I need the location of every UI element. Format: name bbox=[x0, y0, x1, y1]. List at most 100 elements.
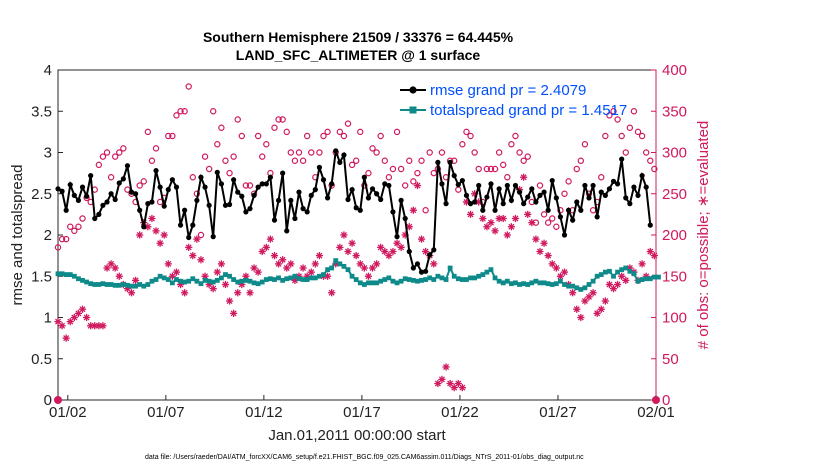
totalspread-point bbox=[125, 282, 130, 288]
footnote: data file: /Users/raeder/DAI/ATM_forcXX/… bbox=[145, 454, 584, 461]
rmse-point bbox=[149, 199, 155, 205]
evaluated-obs-point bbox=[499, 214, 507, 223]
totalspread-point bbox=[227, 273, 232, 279]
totalspread-point bbox=[59, 271, 65, 277]
possible-obs-point bbox=[581, 141, 589, 148]
possible-obs-point bbox=[222, 157, 229, 164]
totalspread-point bbox=[268, 276, 273, 282]
rmse-point bbox=[525, 194, 531, 200]
totalspread-point bbox=[545, 281, 551, 287]
rmse-point bbox=[194, 197, 200, 203]
rmse-point bbox=[521, 201, 527, 207]
rmse-point bbox=[504, 182, 510, 189]
y-tick-label-right: 400 bbox=[662, 62, 687, 79]
totalspread-point bbox=[406, 277, 412, 282]
x-tick-label: 01/02 bbox=[49, 404, 87, 421]
totalspread-point bbox=[112, 282, 118, 288]
chart-subtitle: LAND_SFC_ALTIMETER @ 1 surface bbox=[236, 47, 481, 63]
rmse-point bbox=[488, 181, 494, 187]
totalspread-point bbox=[566, 283, 571, 289]
evaluated-obs-point bbox=[197, 256, 205, 264]
rmse-point bbox=[75, 197, 82, 203]
totalspread-point bbox=[161, 275, 167, 281]
totalspread-point bbox=[623, 265, 629, 271]
totalspread-point bbox=[619, 267, 625, 273]
totalspread-point bbox=[325, 267, 330, 273]
possible-obs-point bbox=[365, 169, 372, 177]
totalspread-point bbox=[476, 273, 482, 279]
y-tick-label-left: 2.5 bbox=[31, 186, 52, 203]
totalspread-point bbox=[553, 281, 559, 287]
totalspread-point bbox=[186, 278, 192, 284]
evaluated-obs-point bbox=[360, 264, 368, 272]
totalspread-point bbox=[443, 277, 449, 282]
totalspread-point bbox=[214, 277, 220, 283]
plot-frame bbox=[57, 69, 657, 401]
rmse-point bbox=[463, 192, 470, 198]
rmse-point bbox=[374, 191, 380, 197]
totalspread-point bbox=[602, 269, 608, 275]
possible-obs-point bbox=[630, 108, 638, 115]
totalspread-point bbox=[218, 275, 224, 281]
totalspread-point bbox=[643, 276, 649, 282]
y-tick-label-left: 3.5 bbox=[31, 103, 52, 120]
possible-obs-point bbox=[348, 161, 356, 169]
evaluated-obs-point bbox=[225, 297, 234, 305]
evaluated-obs-point bbox=[397, 243, 405, 251]
possible-obs-point bbox=[295, 149, 303, 156]
evaluated-obs-point bbox=[78, 305, 87, 313]
possible-obs-point bbox=[201, 153, 209, 160]
evaluated-obs-point bbox=[127, 289, 136, 297]
totalspread-point bbox=[374, 280, 380, 286]
possible-obs-point bbox=[152, 145, 160, 152]
evaluated-obs-point bbox=[573, 305, 581, 313]
totalspread-point bbox=[304, 277, 310, 282]
evaluated-obs-point bbox=[311, 260, 319, 268]
possible-obs-point bbox=[606, 112, 613, 119]
possible-obs-point bbox=[393, 128, 401, 136]
rmse-point bbox=[218, 181, 224, 187]
possible-obs-point bbox=[610, 108, 617, 115]
rmse-point bbox=[402, 215, 408, 222]
rmse-point bbox=[304, 209, 310, 215]
legend: rmse grand pr = 2.4079 totalspread grand… bbox=[400, 82, 627, 119]
rmse-point bbox=[337, 159, 343, 165]
evaluated-obs-point bbox=[111, 264, 119, 272]
possible-obs-point bbox=[291, 157, 299, 164]
evaluated-obs-point bbox=[217, 260, 225, 268]
totalspread-point bbox=[590, 278, 596, 284]
rmse-point bbox=[141, 224, 147, 230]
possible-obs-point bbox=[181, 108, 188, 115]
rmse-point bbox=[267, 174, 274, 180]
rmse-point bbox=[361, 174, 367, 180]
rmse-point bbox=[341, 152, 347, 158]
totalspread-point bbox=[317, 273, 322, 279]
totalspread-point bbox=[116, 282, 122, 288]
rmse-point bbox=[484, 194, 490, 200]
totalspread-point bbox=[345, 267, 351, 273]
possible-obs-point bbox=[173, 112, 180, 119]
chart-title: Southern Hemisphere 21509 / 33376 = 64.4… bbox=[203, 29, 514, 45]
rmse-point bbox=[619, 156, 625, 162]
possible-obs-point bbox=[389, 165, 397, 173]
y-tick-label-left: 2 bbox=[44, 227, 52, 244]
rmse-point bbox=[177, 222, 184, 228]
rmse-point bbox=[537, 192, 543, 198]
possible-obs-point bbox=[377, 132, 384, 140]
evaluated-obs-point bbox=[62, 334, 70, 342]
totalspread-point bbox=[349, 273, 355, 279]
evaluated-obs-point bbox=[336, 243, 344, 251]
possible-obs-point bbox=[357, 128, 364, 136]
totalspread-point bbox=[284, 276, 290, 282]
possible-obs-point bbox=[426, 149, 433, 156]
totalspread-point bbox=[88, 281, 94, 287]
evaluated-obs-point bbox=[417, 235, 426, 243]
evaluated-obs-point bbox=[569, 289, 577, 297]
evaluated-obs-point bbox=[307, 268, 315, 276]
evaluated-obs-point bbox=[638, 260, 646, 268]
rmse-point bbox=[467, 201, 474, 207]
totalspread-point bbox=[484, 269, 490, 275]
rmse-point bbox=[590, 182, 596, 189]
rmse-point bbox=[378, 196, 384, 203]
rmse-point bbox=[112, 196, 118, 203]
